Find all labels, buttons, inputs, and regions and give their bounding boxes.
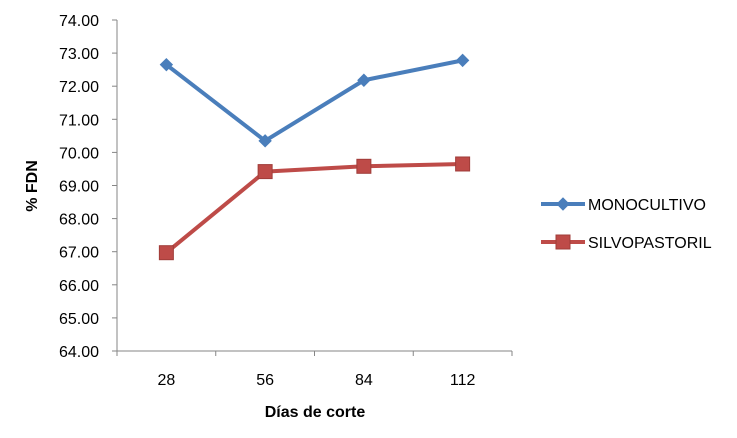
y-tick-label: 64.00 bbox=[59, 344, 99, 361]
series-layer bbox=[158, 53, 471, 261]
series-line bbox=[165, 58, 464, 143]
data-point bbox=[159, 57, 174, 72]
y-tick-label: 68.00 bbox=[59, 212, 99, 229]
y-tick-label: 70.00 bbox=[59, 145, 99, 162]
legend-item: MONOCULTIVO bbox=[541, 197, 706, 214]
y-tick-label: 66.00 bbox=[59, 278, 99, 295]
x-tick-label: 56 bbox=[256, 372, 274, 389]
x-axis-title: Días de corte bbox=[265, 404, 366, 421]
legend-label: MONOCULTIVO bbox=[588, 197, 706, 214]
legend: MONOCULTIVO SILVOPASTORIL bbox=[541, 197, 712, 252]
data-point bbox=[357, 73, 371, 87]
y-tick-label: 72.00 bbox=[59, 79, 99, 96]
legend-marker bbox=[555, 234, 571, 250]
data-point bbox=[356, 158, 372, 174]
series-line bbox=[165, 161, 463, 255]
chart-axes bbox=[116, 20, 512, 352]
y-tick-label: 67.00 bbox=[59, 245, 99, 262]
data-point bbox=[455, 156, 471, 172]
x-tick-label: 112 bbox=[450, 372, 476, 389]
data-point bbox=[258, 134, 272, 148]
y-axis-title: % FDN bbox=[24, 160, 41, 212]
y-axis-ticks: 64.00 65.00 66.00 67.00 68.00 69.00 70.00 71.00… bbox=[59, 13, 117, 361]
legend-marker bbox=[556, 197, 570, 211]
x-axis-ticks: 28 56 84 112 bbox=[116, 351, 513, 389]
x-tick-label: 28 bbox=[157, 372, 175, 389]
legend-label: SILVOPASTORIL bbox=[588, 235, 712, 252]
data-point bbox=[455, 53, 470, 68]
y-tick-label: 65.00 bbox=[59, 311, 99, 328]
y-tick-label: 71.00 bbox=[59, 112, 99, 129]
data-point bbox=[158, 245, 174, 261]
x-tick-label: 84 bbox=[355, 372, 373, 389]
y-tick-label: 73.00 bbox=[59, 46, 99, 63]
data-point bbox=[257, 164, 273, 180]
legend-item: SILVOPASTORIL bbox=[541, 234, 712, 252]
y-tick-label: 74.00 bbox=[59, 13, 99, 30]
y-tick-label: 69.00 bbox=[59, 179, 99, 196]
series-silvopastoril bbox=[158, 156, 471, 261]
series-monocultivo bbox=[159, 53, 470, 148]
